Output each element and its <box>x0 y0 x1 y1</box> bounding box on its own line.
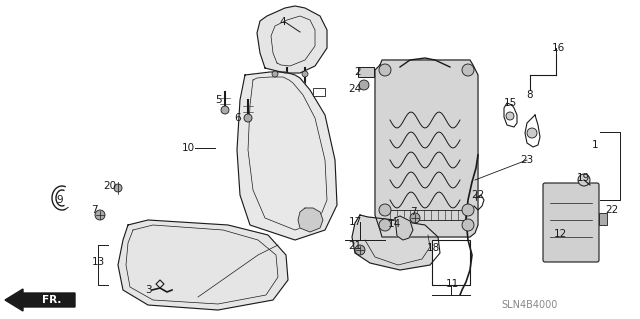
Circle shape <box>410 213 420 223</box>
Text: 20: 20 <box>104 181 116 191</box>
Circle shape <box>506 112 514 120</box>
Circle shape <box>221 106 229 114</box>
Circle shape <box>244 114 252 122</box>
Text: 11: 11 <box>445 279 459 289</box>
Text: 16: 16 <box>552 43 564 53</box>
Polygon shape <box>298 208 323 232</box>
Text: 9: 9 <box>57 195 63 205</box>
Text: 2: 2 <box>355 67 362 77</box>
Text: 6: 6 <box>235 113 241 123</box>
Text: 21: 21 <box>348 241 362 251</box>
Circle shape <box>578 174 590 186</box>
Circle shape <box>379 64 391 76</box>
Circle shape <box>379 219 391 231</box>
Circle shape <box>462 64 474 76</box>
Polygon shape <box>257 6 327 73</box>
Text: 8: 8 <box>527 90 533 100</box>
Circle shape <box>302 71 308 77</box>
Circle shape <box>272 71 278 77</box>
Text: 15: 15 <box>504 98 516 108</box>
Text: 7: 7 <box>91 205 97 215</box>
Polygon shape <box>352 215 440 270</box>
Text: FR.: FR. <box>42 295 61 305</box>
Circle shape <box>114 184 122 192</box>
Text: 14: 14 <box>387 219 401 229</box>
Circle shape <box>359 80 369 90</box>
Text: 22: 22 <box>472 190 484 200</box>
Text: 7: 7 <box>410 207 416 217</box>
Text: 4: 4 <box>280 17 286 27</box>
Text: 23: 23 <box>520 155 534 165</box>
Polygon shape <box>375 60 478 237</box>
Text: 3: 3 <box>145 285 151 295</box>
Text: 17: 17 <box>348 217 362 227</box>
Text: 12: 12 <box>554 229 566 239</box>
Bar <box>599 213 607 225</box>
Bar <box>313 88 325 96</box>
Polygon shape <box>237 72 337 240</box>
Text: 22: 22 <box>605 205 619 215</box>
Bar <box>432 240 470 285</box>
Polygon shape <box>118 220 288 310</box>
Bar <box>358 67 374 77</box>
Circle shape <box>527 128 537 138</box>
Circle shape <box>355 245 365 255</box>
FancyArrow shape <box>5 289 75 311</box>
Text: 19: 19 <box>577 173 589 183</box>
Text: 24: 24 <box>348 84 362 94</box>
Text: 1: 1 <box>592 140 598 150</box>
Circle shape <box>462 219 474 231</box>
Circle shape <box>462 204 474 216</box>
Polygon shape <box>395 216 413 240</box>
Text: 10: 10 <box>181 143 195 153</box>
Text: SLN4B4000: SLN4B4000 <box>502 300 558 310</box>
Text: 5: 5 <box>214 95 221 105</box>
Circle shape <box>379 204 391 216</box>
Text: 18: 18 <box>426 243 440 253</box>
Text: 13: 13 <box>92 257 104 267</box>
Circle shape <box>95 210 105 220</box>
FancyBboxPatch shape <box>543 183 599 262</box>
